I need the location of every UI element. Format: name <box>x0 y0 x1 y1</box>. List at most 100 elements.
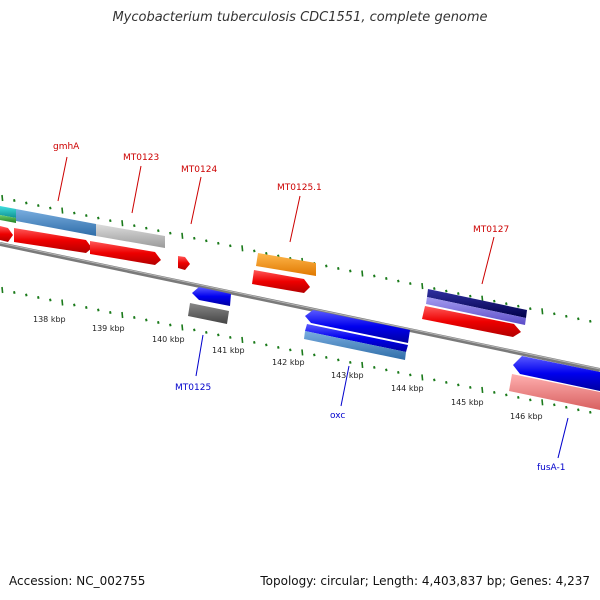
gene-feature[interactable] <box>0 226 13 242</box>
minor-tick <box>193 236 196 240</box>
minor-tick <box>157 321 160 324</box>
label-leaders <box>57 156 569 459</box>
minor-tick <box>433 378 436 382</box>
minor-tick <box>313 353 316 357</box>
minor-tick <box>409 373 412 377</box>
major-tick <box>361 270 364 277</box>
major-tick <box>121 311 124 319</box>
minor-tick <box>565 405 568 409</box>
gene-feature[interactable] <box>509 374 600 410</box>
minor-tick <box>157 229 160 233</box>
major-tick <box>361 361 364 368</box>
minor-tick <box>445 289 448 293</box>
major-tick <box>61 207 64 214</box>
gene-label[interactable]: gmhA <box>53 142 80 152</box>
map-title: Mycobacterium tuberculosis CDC1551, comp… <box>112 10 488 25</box>
gene-oxc[interactable] <box>305 310 410 343</box>
minor-tick <box>373 274 376 278</box>
minor-tick <box>253 249 256 253</box>
gene-feature[interactable] <box>14 228 92 253</box>
minor-tick <box>517 304 520 308</box>
minor-tick <box>49 206 52 210</box>
kbp-label: 145 kbp <box>451 398 484 407</box>
minor-tick <box>217 241 220 245</box>
minor-tick <box>397 279 400 283</box>
minor-tick <box>433 287 436 291</box>
gene-label[interactable]: MT0124 <box>181 165 217 175</box>
gene-feature[interactable] <box>305 324 408 352</box>
gene-label[interactable]: MT0125.1 <box>277 183 322 193</box>
gene-feature[interactable] <box>90 241 161 265</box>
minor-tick <box>73 303 76 307</box>
minor-tick <box>385 368 388 372</box>
gene-feature[interactable] <box>0 206 16 218</box>
genome-backbone <box>0 242 600 372</box>
minor-tick <box>169 323 172 327</box>
gene-feature[interactable] <box>192 287 231 306</box>
kbp-label: 146 kbp <box>510 412 543 421</box>
gene-MT0123[interactable] <box>96 224 165 248</box>
minor-tick <box>469 385 472 389</box>
major-tick <box>241 245 244 252</box>
gene-feature[interactable] <box>252 270 310 293</box>
gene-label[interactable]: fusA-1 <box>537 463 566 473</box>
gene-feature[interactable] <box>304 331 406 360</box>
major-tick <box>181 324 184 331</box>
minor-tick <box>193 328 196 332</box>
minor-tick <box>409 282 412 286</box>
minor-tick <box>469 294 472 298</box>
genome-summary-text: Topology: circular; Length: 4,403,837 bp… <box>260 574 590 588</box>
gene-labels: gmhA MT0123 MT0124 MT0125.1 MT0127 MT012… <box>53 142 566 473</box>
minor-tick <box>445 380 448 384</box>
minor-tick <box>373 365 376 369</box>
gene-gmhA[interactable] <box>16 209 96 236</box>
minor-tick <box>229 244 232 248</box>
minor-tick <box>325 264 328 268</box>
minor-tick <box>97 216 100 220</box>
minor-tick <box>589 410 592 414</box>
minor-tick <box>505 393 508 397</box>
accession-text: Accession: NC_002755 <box>9 574 146 588</box>
minor-tick <box>109 219 112 223</box>
minor-tick <box>493 299 496 303</box>
major-tick <box>1 286 4 294</box>
minor-tick <box>145 226 148 230</box>
gene-feature[interactable] <box>0 215 16 223</box>
minor-tick <box>289 348 292 352</box>
gene-feature[interactable] <box>426 297 526 325</box>
minor-tick <box>145 318 148 322</box>
major-tick <box>541 308 544 315</box>
gene-MT0127[interactable] <box>427 289 527 318</box>
reverse-strand-genes <box>188 287 600 410</box>
kbp-label: 139 kbp <box>92 324 125 333</box>
minor-tick <box>169 231 172 235</box>
major-tick <box>301 349 304 356</box>
minor-tick <box>73 211 76 215</box>
kbp-label: 138 kbp <box>33 315 66 324</box>
gene-MT0125.1[interactable] <box>256 253 316 276</box>
gene-MT0124[interactable] <box>178 256 190 270</box>
kbp-label: 143 kbp <box>331 371 364 380</box>
gene-feature[interactable] <box>422 306 521 337</box>
minor-tick <box>265 343 268 347</box>
gene-label[interactable]: MT0123 <box>123 153 159 163</box>
major-tick <box>1 194 4 202</box>
gene-MT0125[interactable] <box>188 303 229 324</box>
gene-label[interactable]: oxc <box>330 411 345 421</box>
forward-strand-genes <box>0 206 527 337</box>
gene-label[interactable]: MT0125 <box>175 383 211 393</box>
major-tick <box>61 299 64 306</box>
minor-tick <box>325 355 328 359</box>
minor-tick <box>205 239 208 243</box>
kbp-label: 142 kbp <box>272 358 305 367</box>
minor-tick <box>277 345 280 349</box>
minor-tick <box>97 308 100 312</box>
gene-fusA-1[interactable] <box>513 356 600 391</box>
minor-tick <box>529 307 532 311</box>
major-tick <box>121 220 124 227</box>
minor-tick <box>397 370 400 374</box>
minor-tick <box>457 383 460 387</box>
gene-label[interactable]: MT0127 <box>473 225 509 235</box>
minor-tick <box>349 269 352 273</box>
